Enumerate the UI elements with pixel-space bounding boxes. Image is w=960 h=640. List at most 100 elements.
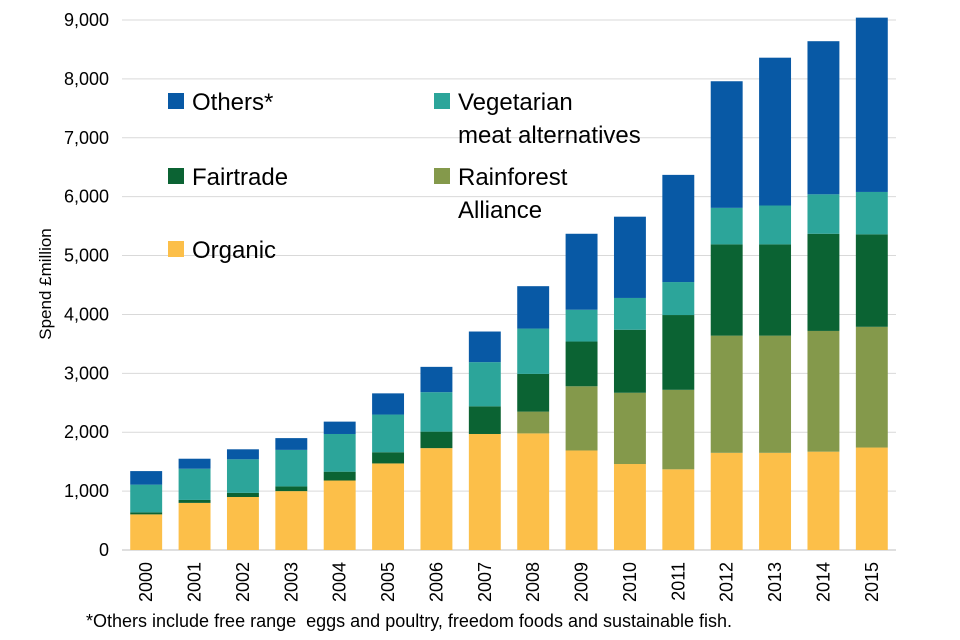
bar-others-2014 [807, 41, 840, 195]
bar-rainforest-alliance-2013 [759, 335, 792, 453]
legend-label: meat alternatives [458, 122, 641, 149]
x-tick-label: 2009 [572, 562, 592, 602]
bar-others-2008 [517, 286, 550, 329]
bar-vegetarian-meat-alternatives-2009 [565, 309, 598, 342]
bar-vegetarian-meat-alternatives-2013 [759, 205, 792, 245]
bar-others-2009 [565, 233, 598, 310]
bar-stacks [130, 17, 888, 550]
x-tick-label: 2013 [765, 562, 785, 602]
y-tick-label: 8,000 [64, 69, 109, 89]
bar-organic-2003 [275, 491, 308, 550]
legend-label: Vegetarian [458, 89, 573, 116]
legend-swatch [168, 168, 184, 184]
bar-fairtrade-2004 [323, 471, 356, 481]
x-tick-label: 2001 [185, 562, 205, 602]
y-tick-label: 1,000 [64, 481, 109, 501]
bar-vegetarian-meat-alternatives-2002 [226, 459, 259, 493]
bar-organic-2007 [468, 433, 501, 550]
bar-vegetarian-meat-alternatives-2004 [323, 433, 356, 472]
bar-others-2002 [226, 449, 259, 460]
bar-rainforest-alliance-2014 [807, 330, 840, 452]
x-tick-label: 2011 [668, 562, 688, 601]
y-tick-label: 3,000 [64, 363, 109, 383]
bar-organic-2014 [807, 451, 840, 550]
bar-organic-2001 [178, 502, 211, 550]
legend-label: Alliance [458, 197, 542, 224]
bar-stack-2000 [130, 471, 163, 550]
legend-label: Fairtrade [192, 164, 288, 191]
y-tick-label: 4,000 [64, 304, 109, 324]
bar-organic-2008 [517, 433, 550, 550]
bar-rainforest-alliance-2010 [613, 392, 646, 465]
x-tick-label: 2008 [523, 562, 543, 602]
bar-vegetarian-meat-alternatives-2001 [178, 468, 211, 500]
x-tick-label: 2000 [136, 562, 156, 602]
bar-fairtrade-2012 [710, 244, 743, 336]
x-tick-label: 2002 [233, 562, 253, 602]
bar-organic-2009 [565, 450, 598, 550]
bar-organic-2006 [420, 448, 453, 550]
bar-stack-2015 [855, 17, 888, 550]
bar-rainforest-alliance-2009 [565, 386, 598, 451]
legend-label: Others* [192, 89, 273, 116]
bar-fairtrade-2010 [613, 329, 646, 393]
bar-vegetarian-meat-alternatives-2015 [855, 191, 888, 235]
bar-others-2012 [710, 81, 743, 208]
x-axis-tick-labels: 2000 2001 2002 2003 2004 2005 2006 2007 2008 2009… [136, 562, 882, 602]
legend-item-fairtrade: Fairtrade [168, 164, 288, 191]
bar-fairtrade-2014 [807, 233, 840, 331]
bar-vegetarian-meat-alternatives-2007 [468, 362, 501, 407]
x-tick-label: 2010 [620, 562, 640, 602]
bar-stack-2010 [613, 216, 646, 550]
bar-rainforest-alliance-2012 [710, 335, 743, 453]
bar-fairtrade-2000 [130, 512, 163, 515]
bar-others-2000 [130, 471, 163, 485]
x-tick-label: 2005 [378, 562, 398, 602]
bar-organic-2004 [323, 480, 356, 550]
y-tick-label: 5,000 [64, 246, 109, 266]
bar-stack-2006 [420, 366, 453, 550]
bar-stack-2004 [323, 421, 356, 550]
legend-label: Rainforest [458, 164, 568, 191]
bar-others-2013 [759, 57, 792, 206]
bar-stack-2005 [372, 393, 405, 550]
bar-others-2004 [323, 421, 356, 434]
bar-stack-2003 [275, 438, 308, 550]
bar-organic-2013 [759, 452, 792, 550]
bar-fairtrade-2001 [178, 499, 211, 503]
x-tick-label: 2006 [426, 562, 446, 602]
legend-swatch [168, 93, 184, 109]
bar-fairtrade-2005 [372, 452, 405, 464]
bar-fairtrade-2003 [275, 486, 308, 492]
bar-others-2011 [662, 174, 695, 283]
bar-stack-2009 [565, 233, 598, 550]
bar-others-2007 [468, 331, 501, 363]
bar-vegetarian-meat-alternatives-2005 [372, 414, 405, 453]
bar-organic-2000 [130, 514, 163, 550]
y-tick-label: 2,000 [64, 422, 109, 442]
bar-organic-2011 [662, 469, 695, 550]
x-tick-label: 2003 [281, 562, 301, 602]
legend: Others* Vegetarian meat alternatives Fairtr… [168, 89, 641, 264]
legend-item-others: Others* [168, 89, 273, 116]
bar-fairtrade-2008 [517, 373, 550, 412]
bar-fairtrade-2013 [759, 244, 792, 336]
bar-vegetarian-meat-alternatives-2011 [662, 282, 695, 316]
bar-stack-2002 [226, 449, 259, 550]
y-tick-label: 6,000 [64, 187, 109, 207]
bar-organic-2015 [855, 447, 888, 550]
y-tick-label: 0 [99, 540, 109, 560]
bar-organic-2002 [226, 497, 259, 550]
bar-others-2010 [613, 216, 646, 298]
legend-item-rainforest-alliance: Rainforest Alliance [434, 164, 568, 224]
bar-fairtrade-2011 [662, 315, 695, 390]
legend-item-organic: Organic [168, 237, 276, 264]
bar-fairtrade-2002 [226, 492, 259, 497]
bar-others-2015 [855, 17, 888, 192]
bar-vegetarian-meat-alternatives-2003 [275, 449, 308, 487]
bar-others-2006 [420, 366, 453, 393]
bar-vegetarian-meat-alternatives-2014 [807, 194, 840, 234]
bar-fairtrade-2015 [855, 234, 888, 327]
bar-organic-2012 [710, 452, 743, 550]
